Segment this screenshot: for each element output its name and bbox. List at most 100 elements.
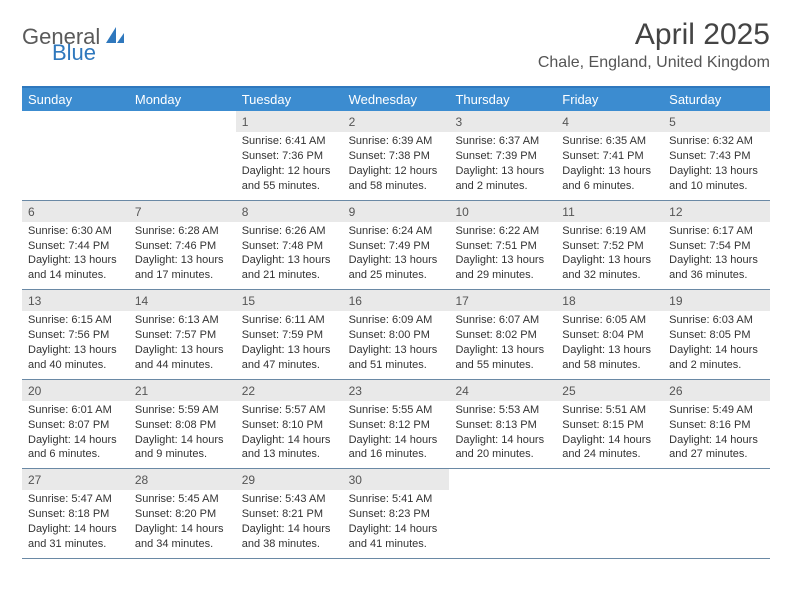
day-body: Sunrise: 5:47 AMSunset: 8:18 PMDaylight:… xyxy=(22,490,129,557)
sunrise-line: Sunrise: 6:22 AM xyxy=(455,224,550,239)
sunset-line: Sunset: 7:56 PM xyxy=(28,328,123,343)
sunrise-line: Sunrise: 6:30 AM xyxy=(28,224,123,239)
location-subtitle: Chale, England, United Kingdom xyxy=(538,54,770,72)
sunset-line: Sunset: 8:04 PM xyxy=(562,328,657,343)
day-body: Sunrise: 5:45 AMSunset: 8:20 PMDaylight:… xyxy=(129,490,236,557)
day-number: 26 xyxy=(663,380,770,401)
day-number: 5 xyxy=(663,111,770,132)
sunset-line: Sunset: 8:10 PM xyxy=(242,418,337,433)
daylight-line-2: and 2 minutes. xyxy=(455,179,550,194)
day-cell xyxy=(556,469,663,558)
day-number: 6 xyxy=(22,201,129,222)
day-cell xyxy=(22,111,129,200)
day-body: Sunrise: 6:41 AMSunset: 7:36 PMDaylight:… xyxy=(236,132,343,199)
day-cell: 30Sunrise: 5:41 AMSunset: 8:23 PMDayligh… xyxy=(343,469,450,558)
day-number: 1 xyxy=(236,111,343,132)
sunrise-line: Sunrise: 6:26 AM xyxy=(242,224,337,239)
sunrise-line: Sunrise: 6:07 AM xyxy=(455,313,550,328)
day-body xyxy=(449,488,556,546)
title-block: April 2025 Chale, England, United Kingdo… xyxy=(538,18,770,72)
day-cell: 6Sunrise: 6:30 AMSunset: 7:44 PMDaylight… xyxy=(22,201,129,290)
sunrise-line: Sunrise: 6:03 AM xyxy=(669,313,764,328)
day-body: Sunrise: 6:37 AMSunset: 7:39 PMDaylight:… xyxy=(449,132,556,199)
daylight-line-2: and 34 minutes. xyxy=(135,537,230,552)
day-number: 18 xyxy=(556,290,663,311)
day-number: 7 xyxy=(129,201,236,222)
day-number: 25 xyxy=(556,380,663,401)
week-row: 13Sunrise: 6:15 AMSunset: 7:56 PMDayligh… xyxy=(22,290,770,380)
day-cell: 12Sunrise: 6:17 AMSunset: 7:54 PMDayligh… xyxy=(663,201,770,290)
day-body: Sunrise: 6:28 AMSunset: 7:46 PMDaylight:… xyxy=(129,222,236,289)
day-cell: 22Sunrise: 5:57 AMSunset: 8:10 PMDayligh… xyxy=(236,380,343,469)
day-number xyxy=(129,111,236,130)
daylight-line-2: and 6 minutes. xyxy=(562,179,657,194)
day-number: 11 xyxy=(556,201,663,222)
sunrise-line: Sunrise: 6:39 AM xyxy=(349,134,444,149)
daylight-line-2: and 36 minutes. xyxy=(669,268,764,283)
day-cell: 27Sunrise: 5:47 AMSunset: 8:18 PMDayligh… xyxy=(22,469,129,558)
sunrise-line: Sunrise: 5:43 AM xyxy=(242,492,337,507)
daylight-line-2: and 58 minutes. xyxy=(562,358,657,373)
day-body: Sunrise: 6:30 AMSunset: 7:44 PMDaylight:… xyxy=(22,222,129,289)
daylight-line-1: Daylight: 13 hours xyxy=(349,253,444,268)
daylight-line-2: and 25 minutes. xyxy=(349,268,444,283)
daylight-line-1: Daylight: 13 hours xyxy=(455,343,550,358)
day-body: Sunrise: 6:35 AMSunset: 7:41 PMDaylight:… xyxy=(556,132,663,199)
daylight-line-1: Daylight: 14 hours xyxy=(242,522,337,537)
sunrise-line: Sunrise: 6:09 AM xyxy=(349,313,444,328)
sunset-line: Sunset: 7:59 PM xyxy=(242,328,337,343)
day-number: 16 xyxy=(343,290,450,311)
day-cell: 13Sunrise: 6:15 AMSunset: 7:56 PMDayligh… xyxy=(22,290,129,379)
day-cell: 18Sunrise: 6:05 AMSunset: 8:04 PMDayligh… xyxy=(556,290,663,379)
sunset-line: Sunset: 7:43 PM xyxy=(669,149,764,164)
daylight-line-2: and 41 minutes. xyxy=(349,537,444,552)
sunset-line: Sunset: 8:12 PM xyxy=(349,418,444,433)
calendar-grid: Sunday Monday Tuesday Wednesday Thursday… xyxy=(22,86,770,559)
day-body: Sunrise: 5:41 AMSunset: 8:23 PMDaylight:… xyxy=(343,490,450,557)
day-number xyxy=(556,469,663,488)
daylight-line-2: and 21 minutes. xyxy=(242,268,337,283)
weekday-header: Friday xyxy=(556,88,663,111)
day-cell: 15Sunrise: 6:11 AMSunset: 7:59 PMDayligh… xyxy=(236,290,343,379)
day-body: Sunrise: 5:51 AMSunset: 8:15 PMDaylight:… xyxy=(556,401,663,468)
day-number: 21 xyxy=(129,380,236,401)
sunrise-line: Sunrise: 6:19 AM xyxy=(562,224,657,239)
day-cell xyxy=(129,111,236,200)
calendar-page: General April 2025 Chale, England, Unite… xyxy=(0,0,792,559)
day-number xyxy=(449,469,556,488)
daylight-line-1: Daylight: 14 hours xyxy=(28,433,123,448)
day-number: 19 xyxy=(663,290,770,311)
sunset-line: Sunset: 7:49 PM xyxy=(349,239,444,254)
sunrise-line: Sunrise: 5:59 AM xyxy=(135,403,230,418)
daylight-line-1: Daylight: 14 hours xyxy=(669,343,764,358)
daylight-line-1: Daylight: 12 hours xyxy=(242,164,337,179)
daylight-line-2: and 24 minutes. xyxy=(562,447,657,462)
sunrise-line: Sunrise: 6:01 AM xyxy=(28,403,123,418)
day-body: Sunrise: 6:15 AMSunset: 7:56 PMDaylight:… xyxy=(22,311,129,378)
sunrise-line: Sunrise: 6:11 AM xyxy=(242,313,337,328)
sunset-line: Sunset: 7:52 PM xyxy=(562,239,657,254)
daylight-line-1: Daylight: 13 hours xyxy=(455,253,550,268)
sunset-line: Sunset: 7:48 PM xyxy=(242,239,337,254)
sunset-line: Sunset: 8:21 PM xyxy=(242,507,337,522)
day-body xyxy=(556,488,663,546)
day-body: Sunrise: 6:32 AMSunset: 7:43 PMDaylight:… xyxy=(663,132,770,199)
sunset-line: Sunset: 7:51 PM xyxy=(455,239,550,254)
day-cell: 20Sunrise: 6:01 AMSunset: 8:07 PMDayligh… xyxy=(22,380,129,469)
day-cell: 24Sunrise: 5:53 AMSunset: 8:13 PMDayligh… xyxy=(449,380,556,469)
sunset-line: Sunset: 7:36 PM xyxy=(242,149,337,164)
day-cell: 4Sunrise: 6:35 AMSunset: 7:41 PMDaylight… xyxy=(556,111,663,200)
day-body: Sunrise: 6:03 AMSunset: 8:05 PMDaylight:… xyxy=(663,311,770,378)
sunset-line: Sunset: 8:07 PM xyxy=(28,418,123,433)
day-cell: 10Sunrise: 6:22 AMSunset: 7:51 PMDayligh… xyxy=(449,201,556,290)
day-number: 2 xyxy=(343,111,450,132)
sunset-line: Sunset: 7:46 PM xyxy=(135,239,230,254)
daylight-line-1: Daylight: 14 hours xyxy=(562,433,657,448)
day-number xyxy=(663,469,770,488)
daylight-line-1: Daylight: 13 hours xyxy=(669,164,764,179)
sunrise-line: Sunrise: 6:35 AM xyxy=(562,134,657,149)
day-body: Sunrise: 6:24 AMSunset: 7:49 PMDaylight:… xyxy=(343,222,450,289)
day-body: Sunrise: 5:43 AMSunset: 8:21 PMDaylight:… xyxy=(236,490,343,557)
day-body: Sunrise: 6:01 AMSunset: 8:07 PMDaylight:… xyxy=(22,401,129,468)
day-body: Sunrise: 5:53 AMSunset: 8:13 PMDaylight:… xyxy=(449,401,556,468)
